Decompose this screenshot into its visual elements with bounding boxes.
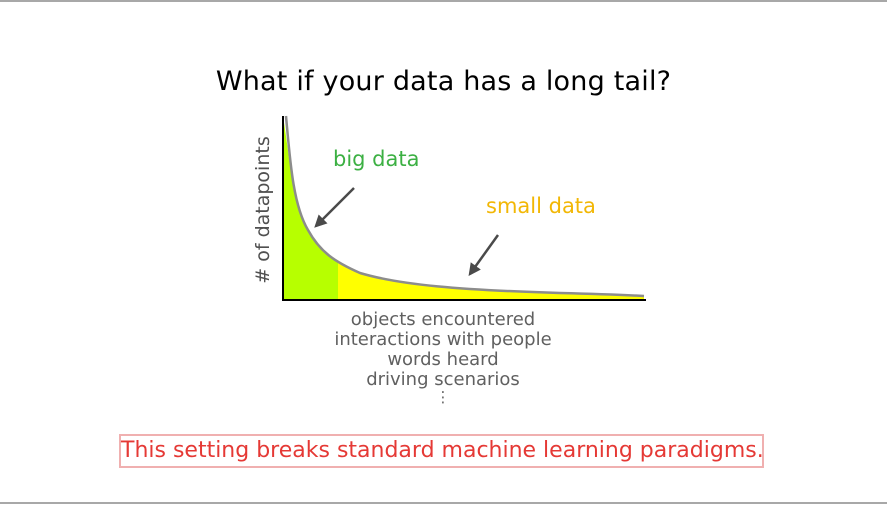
small-data-label: small data bbox=[486, 194, 596, 218]
x-axis-item: interactions with people bbox=[334, 329, 552, 350]
x-axis-item: words heard bbox=[387, 349, 499, 370]
big-data-arrow bbox=[314, 187, 355, 228]
x-axis-ellipsis: ⋮ bbox=[435, 388, 451, 406]
top-rule bbox=[0, 0, 887, 2]
big-data-label: big data bbox=[333, 147, 420, 171]
x-axis-item: objects encountered bbox=[350, 309, 536, 330]
slide-title: What if your data has a long tail? bbox=[215, 66, 672, 97]
long-tail-curve bbox=[284, 115, 645, 298]
small-data-region bbox=[338, 261, 644, 300]
x-axis-item: driving scenarios bbox=[366, 369, 520, 390]
big-data-region bbox=[283, 116, 338, 300]
x-axis-items: objects encountered interactions with pe… bbox=[293, 309, 593, 406]
callout-box: This setting breaks standard machine lea… bbox=[119, 434, 764, 468]
small-data-arrow bbox=[468, 234, 500, 277]
bottom-rule bbox=[0, 502, 887, 504]
y-axis-label: # of datapoints bbox=[252, 136, 274, 284]
